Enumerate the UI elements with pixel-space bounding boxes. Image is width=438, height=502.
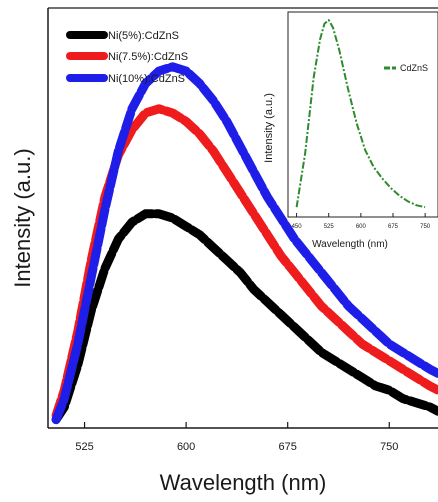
inset-x-tick-label-675: 675 xyxy=(388,224,399,230)
series-line-ni-10-cdzns xyxy=(51,62,438,425)
inset-x-axis-label: Wavelength (nm) xyxy=(312,239,388,250)
legend-label-ni10: Ni(10%):CdZnS xyxy=(108,73,185,85)
series-line-ni-5-cdzns xyxy=(51,209,438,425)
legend-item-ni5: Ni(5%):CdZnS xyxy=(66,30,179,42)
inset-y-axis-label: Intensity (a.u.) xyxy=(263,93,275,163)
main-x-tick-label-600: 600 xyxy=(177,441,195,453)
main-x-ticks: 525 600 675 750 xyxy=(75,422,398,453)
main-x-tick-label-525: 525 xyxy=(75,441,93,453)
legend-item-ni10: Ni(10%):CdZnS xyxy=(66,73,185,85)
main-series-group xyxy=(51,62,438,425)
main-plot: 525 600 675 750 Wavelength (nm) Intensity (… xyxy=(10,7,438,495)
main-x-axis-label: Wavelength (nm) xyxy=(160,470,327,495)
inset-x-ticks: 450 525 600 675 750 xyxy=(292,213,431,230)
main-x-tick-label-675: 675 xyxy=(279,441,297,453)
inset-frame xyxy=(287,11,438,218)
inset-x-tick-label-525: 525 xyxy=(324,224,335,230)
main-legend: Ni(5%):CdZnS Ni(7.5%):CdZnS Ni(10%):CdZn… xyxy=(66,30,188,85)
inset-x-tick-label-600: 600 xyxy=(356,224,367,230)
inset-plot: 450 525 600 675 750 Wavelength (nm) Intensit… xyxy=(263,11,438,250)
inset-legend-label: CdZnS xyxy=(400,63,428,73)
inset-x-tick-label-750: 750 xyxy=(420,224,431,230)
inset-legend: CdZnS xyxy=(384,63,428,73)
main-x-tick-label-750: 750 xyxy=(380,441,398,453)
legend-item-ni7-5: Ni(7.5%):CdZnS xyxy=(66,51,188,63)
inset-series-line-cdzns xyxy=(295,19,426,209)
legend-label-ni5: Ni(5%):CdZnS xyxy=(108,30,179,42)
inset-x-tick-label-450: 450 xyxy=(292,224,303,230)
main-y-axis-label: Intensity (a.u.) xyxy=(10,148,35,287)
legend-label-ni7-5: Ni(7.5%):CdZnS xyxy=(108,51,188,63)
inset-series-group xyxy=(295,19,426,209)
